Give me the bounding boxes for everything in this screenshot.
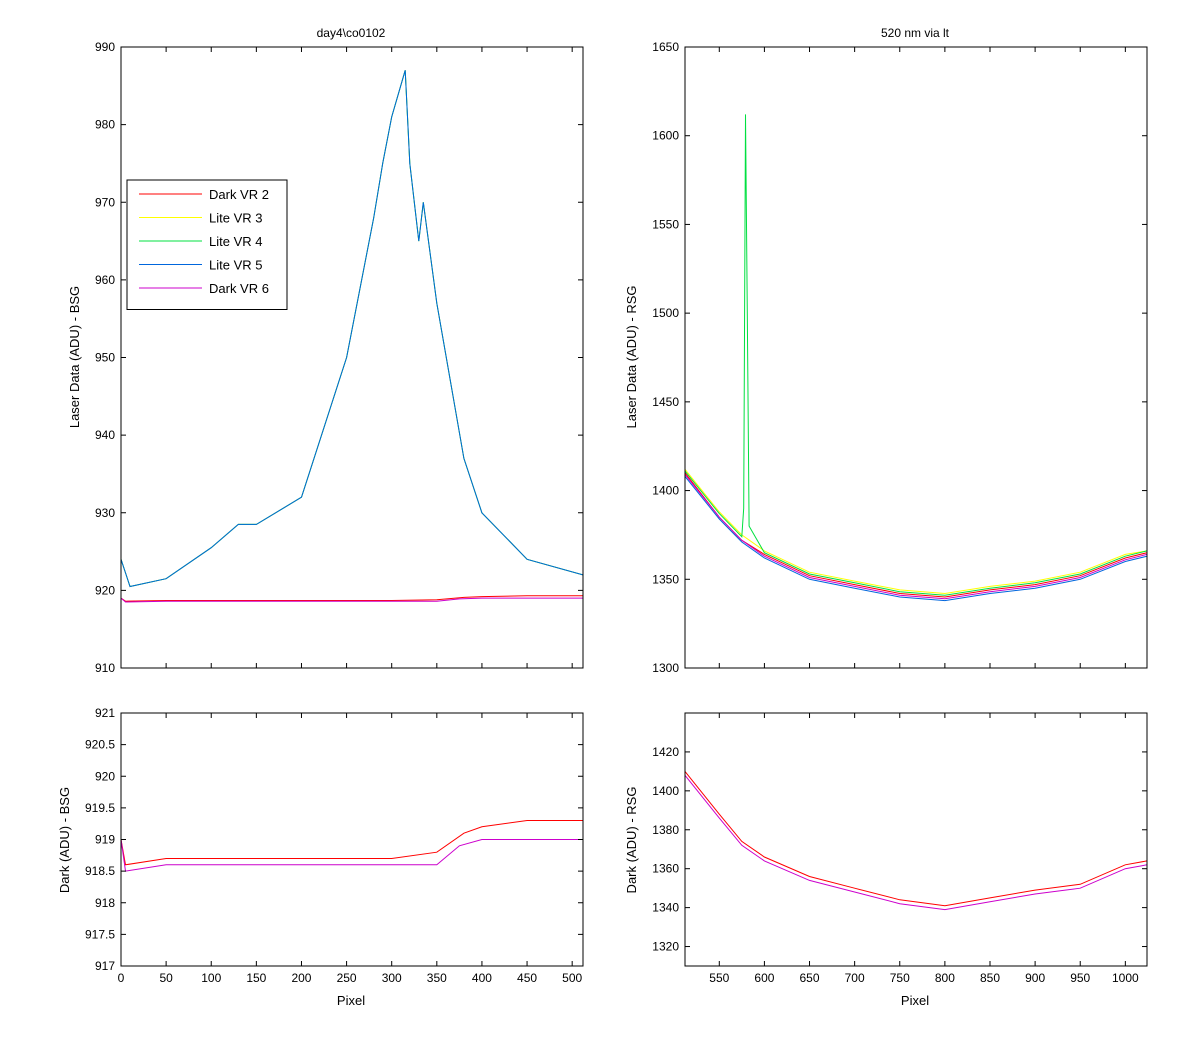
legend: Dark VR 2 Lite VR 3 Lite VR 4 Lite VR 5 Dark… — [126, 179, 288, 310]
y-tick-label: 1300 — [652, 661, 679, 675]
y-tick-label: 918 — [95, 896, 115, 910]
y-tick-label: 920 — [95, 583, 115, 597]
y-tick-label: 1400 — [652, 484, 679, 498]
y-tick-label: 1400 — [652, 784, 679, 798]
y-tick-label: 919.5 — [85, 801, 115, 815]
series-group — [121, 820, 583, 872]
top-left-plot: day4\co0102 Laser Data (ADU) - BSG 910 92… — [67, 26, 584, 675]
series-line-1 — [685, 771, 1147, 907]
legend-label: Dark VR 6 — [209, 281, 269, 296]
y-tick-label: 1450 — [652, 395, 679, 409]
series-group — [685, 771, 1147, 911]
legend-label: Lite VR 5 — [209, 258, 262, 273]
x-tick-label: 200 — [291, 971, 311, 985]
y-tick-label: 1550 — [652, 217, 679, 231]
y-tick-label: 1420 — [652, 745, 679, 759]
x-axis-label: Pixel — [901, 993, 929, 1008]
y-tick-label: 990 — [95, 40, 115, 54]
legend-label: Lite VR 3 — [209, 211, 262, 226]
axes-frame — [684, 712, 1148, 967]
plot-title: day4\co0102 — [317, 26, 386, 40]
y-axis-label: Dark (ADU) - RSG — [624, 787, 639, 894]
y-tick-label: 960 — [95, 273, 115, 287]
y-tick-label: 1500 — [652, 306, 679, 320]
x-tick-label: 450 — [517, 971, 537, 985]
y-tick-label: 1360 — [652, 862, 679, 876]
x-tick-label: 600 — [754, 971, 774, 985]
x-tick-label: 50 — [159, 971, 173, 985]
y-tick-label: 930 — [95, 506, 115, 520]
series-line-4 — [685, 476, 1147, 602]
y-tick-label: 1380 — [652, 823, 679, 837]
x-tick-label: 100 — [201, 971, 221, 985]
y-tick-label: 920 — [95, 769, 115, 783]
axes-frame — [684, 46, 1148, 669]
series-line-5 — [685, 474, 1147, 600]
series-line-2 — [685, 774, 1147, 911]
series-line-2 — [121, 839, 583, 872]
y-tick-label: 919 — [95, 833, 115, 847]
x-tick-label: 0 — [118, 971, 125, 985]
top-right-plot: 520 nm via lt Laser Data (ADU) - RSG 130… — [624, 26, 1148, 675]
plot-title: 520 nm via lt — [881, 26, 950, 40]
y-tick-label: 1350 — [652, 572, 679, 586]
bottom-left-plot: Pixel Dark (ADU) - BSG 0 50 100 150 200 250 30… — [57, 706, 584, 1008]
x-tick-label: 300 — [382, 971, 402, 985]
y-tick-label: 917.5 — [85, 927, 115, 941]
x-tick-label: 650 — [800, 971, 820, 985]
x-tick-label: 350 — [427, 971, 447, 985]
x-tick-label: 250 — [337, 971, 357, 985]
x-tick-label: 150 — [246, 971, 266, 985]
y-axis-label: Dark (ADU) - BSG — [57, 787, 72, 893]
y-tick-label: 1340 — [652, 901, 679, 915]
y-tick-label: 910 — [95, 661, 115, 675]
y-tick-label: 921 — [95, 706, 115, 720]
y-axis-label: Laser Data (ADU) - RSG — [624, 285, 639, 428]
legend-label: Dark VR 2 — [209, 187, 269, 202]
y-tick-label: 950 — [95, 351, 115, 365]
series-line-1 — [121, 820, 583, 866]
x-tick-label: 500 — [562, 971, 582, 985]
series-group — [121, 70, 583, 603]
series-line-3 — [685, 114, 1147, 596]
legend-label: Lite VR 4 — [209, 234, 262, 249]
y-tick-label: 918.5 — [85, 864, 115, 878]
series-line-5 — [121, 597, 583, 603]
x-tick-label: 800 — [935, 971, 955, 985]
y-tick-label: 1600 — [652, 129, 679, 143]
y-axis-label: Laser Data (ADU) - BSG — [67, 286, 82, 428]
bottom-right-plot: Pixel Dark (ADU) - RSG 550 600 650 700 750 80… — [624, 712, 1148, 1008]
y-tick-label: 1650 — [652, 40, 679, 54]
y-tick-label: 920.5 — [85, 738, 115, 752]
series-group — [685, 114, 1147, 602]
y-tick-label: 940 — [95, 428, 115, 442]
series-line-4 — [121, 70, 583, 588]
x-tick-label: 750 — [890, 971, 910, 985]
x-tick-label: 850 — [980, 971, 1000, 985]
y-tick-label: 1320 — [652, 940, 679, 954]
y-tick-label: 980 — [95, 118, 115, 132]
y-tick-label: 917 — [95, 959, 115, 973]
x-axis-label: Pixel — [337, 993, 365, 1008]
x-tick-label: 700 — [845, 971, 865, 985]
y-tick-label: 970 — [95, 195, 115, 209]
x-tick-label: 1000 — [1112, 971, 1139, 985]
x-tick-label: 900 — [1025, 971, 1045, 985]
x-tick-label: 950 — [1070, 971, 1090, 985]
series-line-1 — [121, 595, 583, 602]
x-tick-label: 550 — [709, 971, 729, 985]
x-tick-label: 400 — [472, 971, 492, 985]
